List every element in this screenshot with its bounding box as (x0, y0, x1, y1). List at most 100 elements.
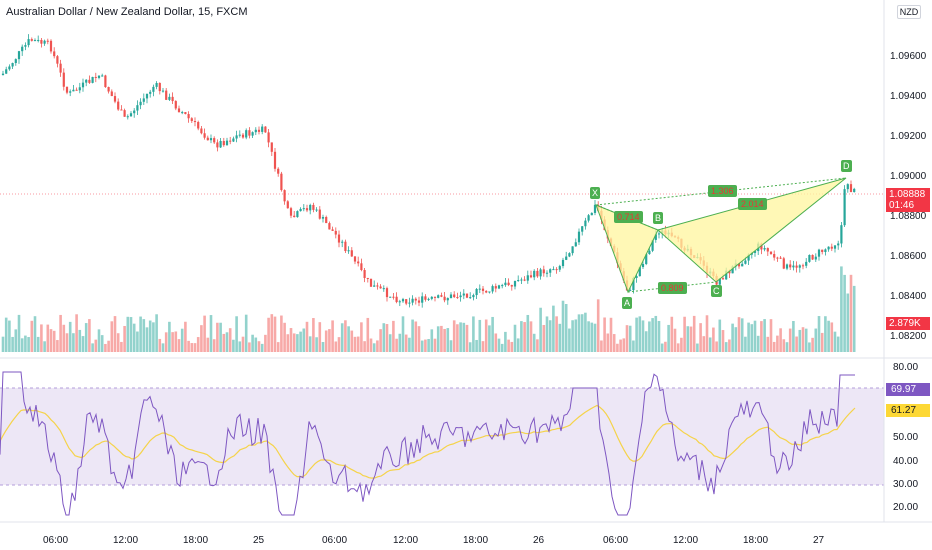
volume-bar (699, 323, 702, 352)
volume-bar (1, 336, 5, 352)
candle-body (11, 63, 14, 67)
candle-body (523, 279, 526, 281)
candle-body (798, 265, 801, 268)
candle-body (33, 40, 37, 42)
volume-bar (219, 322, 222, 352)
volume-bar (225, 332, 229, 352)
volume-bar (814, 328, 818, 352)
candle-body (789, 264, 792, 268)
volume-bar (190, 343, 194, 352)
candle-body (85, 79, 88, 83)
candle-body (49, 40, 53, 52)
price-tick-7: 1.08200 (890, 331, 927, 342)
time-tick-6: 18:00 (463, 535, 489, 546)
candle-body (629, 290, 632, 292)
volume-bar (363, 341, 366, 352)
volume-bar (452, 320, 456, 352)
volume-bar (712, 327, 715, 352)
volume-bar (164, 332, 168, 352)
volume-bar (193, 343, 197, 352)
rsi-tick-0: 80.00 (893, 362, 919, 373)
volume-bar (334, 341, 338, 352)
volume-bar (11, 336, 14, 352)
volume-bar (737, 317, 741, 352)
volume-bar (337, 337, 341, 352)
candle-body (747, 254, 750, 261)
candle-body (651, 239, 654, 251)
volume-bar (478, 319, 482, 352)
candle-body (69, 91, 72, 93)
volume-bar (315, 337, 318, 352)
candle-body (558, 266, 561, 270)
candle-body (257, 129, 261, 132)
candle-body (440, 295, 443, 297)
volume-bar (510, 341, 514, 352)
candle-body (744, 260, 747, 264)
candle-body (389, 296, 392, 298)
volume-bar (456, 324, 459, 352)
candle-body (577, 231, 581, 243)
volume-bar (520, 321, 523, 352)
volume-badge: 2.879K (886, 317, 930, 330)
candle-body (328, 223, 331, 230)
volume-bar (100, 335, 104, 352)
volume-bar (468, 342, 472, 352)
candle-body (75, 89, 78, 91)
candle-body (245, 130, 248, 138)
candle-body (737, 263, 741, 267)
candle-body (408, 302, 411, 304)
candlesticks[interactable] (1, 34, 856, 308)
candle-body (590, 212, 593, 216)
candle-body (369, 278, 373, 287)
candle-body (213, 138, 216, 143)
volume-bar (158, 338, 162, 352)
volume-bar (574, 319, 578, 352)
current-price-value: 1.08888 (889, 189, 926, 200)
volume-bar (465, 324, 469, 352)
pattern-ratio-ac: 0.809 (658, 282, 687, 294)
volume-bar (142, 319, 146, 352)
volume-bar (232, 339, 235, 352)
volume-bar (795, 336, 798, 352)
candle-body (657, 233, 661, 235)
volume-bar (376, 340, 379, 352)
volume-bar (497, 338, 501, 352)
volume-bar (705, 315, 709, 352)
candle-body (504, 282, 507, 286)
candle-body (593, 204, 597, 213)
candle-body (190, 118, 193, 122)
candle-body (171, 96, 174, 102)
volume-bar (168, 321, 171, 352)
symbol-title[interactable]: Australian Dollar / New Zealand Dollar, … (6, 6, 248, 18)
candle-body (827, 246, 830, 250)
volume-bar (206, 337, 210, 352)
volume-bar (440, 325, 443, 352)
candle-body (561, 259, 565, 267)
currency-selector[interactable]: NZD (897, 5, 921, 19)
candle-body (373, 285, 376, 287)
candle-body (254, 129, 257, 133)
time-tick-3: 25 (253, 535, 265, 546)
volume-bar (628, 325, 632, 352)
candle-body (296, 211, 299, 218)
candle-body (481, 288, 485, 291)
volume-bar (260, 343, 264, 352)
volume-bar (379, 329, 382, 352)
pattern-bcd-triangle[interactable] (656, 177, 847, 283)
candle-body (331, 229, 334, 231)
volume-bar (708, 337, 712, 352)
volume-bar (804, 328, 808, 352)
candle-body (542, 269, 545, 274)
candle-body (283, 190, 286, 202)
volume-bar (27, 337, 30, 352)
volume-bar (136, 331, 139, 352)
candle-body (78, 87, 81, 91)
volume-bar (59, 314, 62, 352)
volume-bar (81, 336, 85, 352)
candle-body (392, 296, 395, 298)
candle-body (821, 249, 824, 253)
volume-bar (580, 314, 584, 352)
candle-body (40, 39, 43, 44)
candle-body (529, 275, 533, 278)
